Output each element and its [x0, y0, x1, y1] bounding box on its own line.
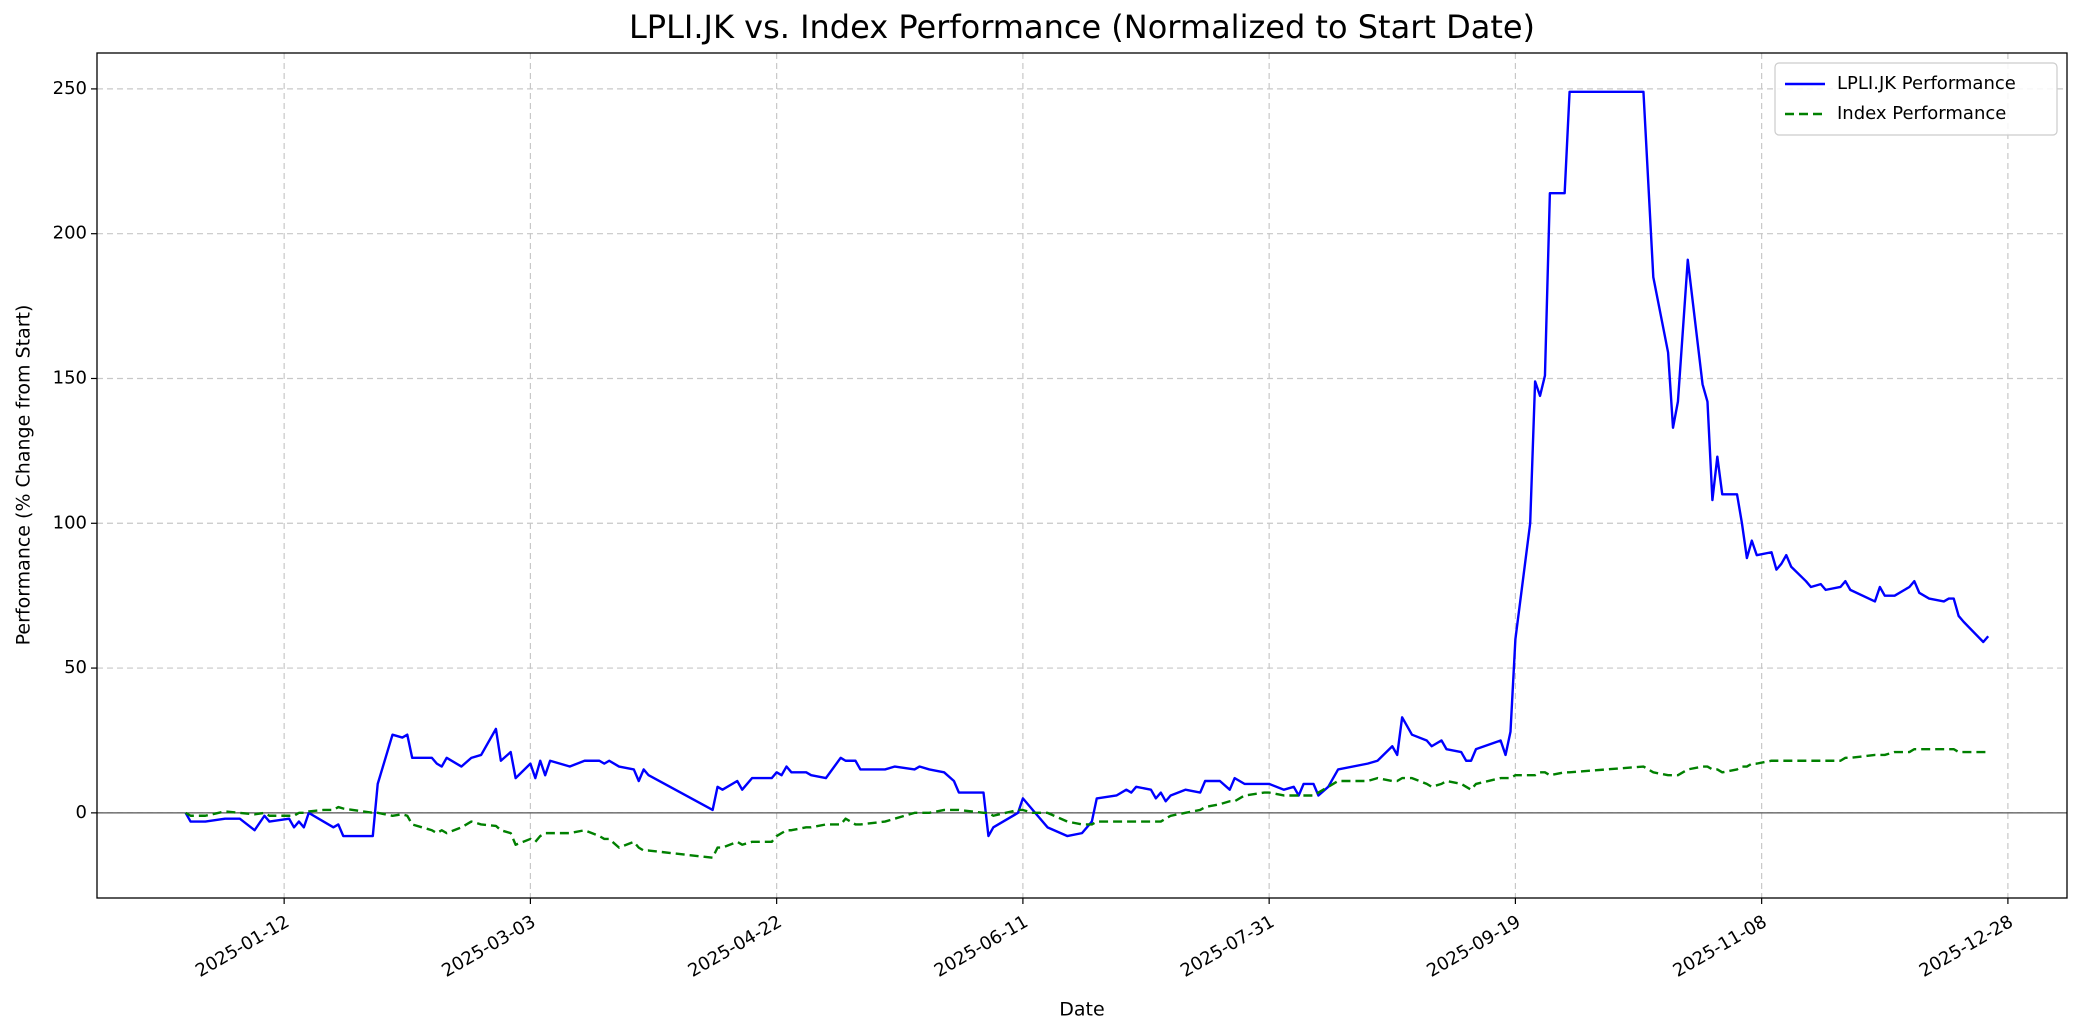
plot-frame: [96, 52, 2068, 899]
y-tick-label: 0: [76, 802, 87, 823]
x-axis-label: Date: [1059, 999, 1104, 1021]
y-tick-label: 200: [53, 223, 87, 244]
chart-title: LPLI.JK vs. Index Performance (Normalize…: [629, 8, 1535, 46]
x-tick-label: 2025-06-11: [931, 911, 1032, 981]
series-line: [185, 747, 1989, 859]
y-tick-label: 100: [53, 512, 87, 533]
x-tick-label: 2025-12-28: [1916, 911, 2017, 981]
y-tick-label: 50: [64, 657, 87, 678]
legend-label: LPLI.JK Performance: [1837, 73, 2016, 94]
legend-box: [1774, 62, 2058, 136]
x-tick-label: 2025-09-19: [1423, 911, 1524, 981]
x-tick-label: 2025-07-31: [1177, 911, 1278, 981]
y-axis-label: Performance (% Change from Start): [13, 305, 35, 646]
x-tick-label: 2025-03-03: [438, 911, 539, 981]
y-tick-label: 250: [53, 78, 87, 99]
legend-label: Index Performance: [1837, 103, 2006, 124]
x-tick-label: 2025-04-22: [684, 911, 785, 981]
x-tick-label: 2025-01-12: [192, 911, 293, 981]
series-line: [184, 90, 1990, 838]
x-tick-label: 2025-11-08: [1669, 911, 1770, 981]
legend: LPLI.JK Performance Index Performance: [1774, 62, 2058, 136]
y-tick-label: 150: [53, 367, 87, 388]
